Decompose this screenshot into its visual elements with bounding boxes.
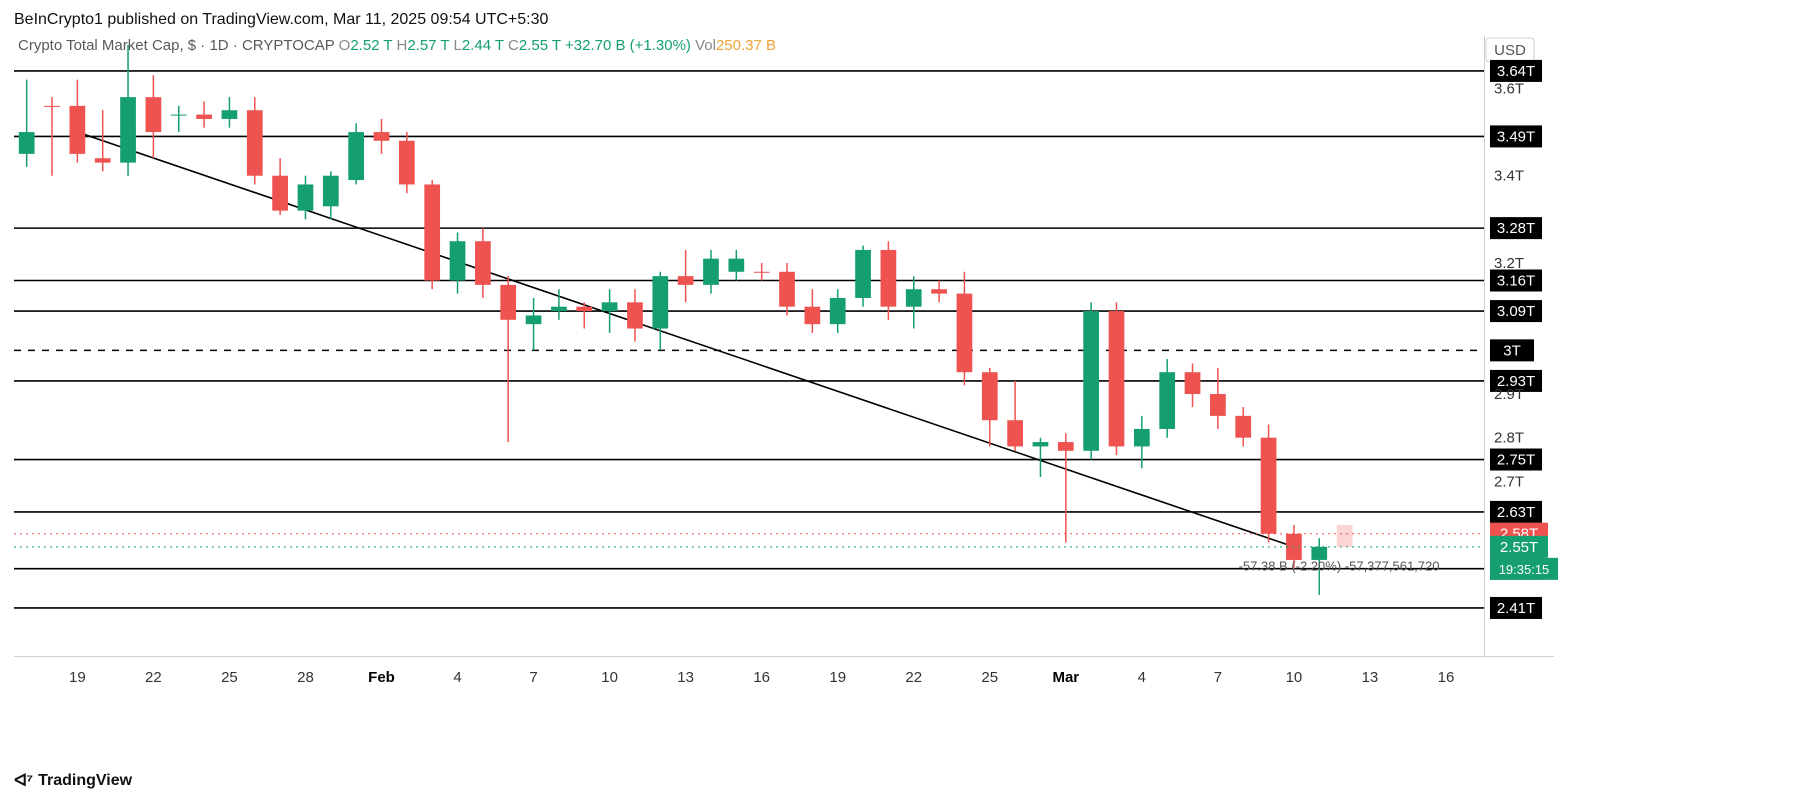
candle-body[interactable]	[1109, 311, 1125, 446]
x-tick: 16	[753, 669, 770, 686]
x-tick: 16	[1438, 669, 1455, 686]
axes: 19 22 25 28 Feb 4 7 10 13 16 19 22 25 Mar 4 7 10 13 16	[14, 36, 1554, 686]
candle-body[interactable]	[1235, 416, 1251, 438]
candle-body[interactable]	[348, 132, 364, 180]
current-price-label: 2.55T	[1500, 539, 1538, 556]
x-tick: 25	[221, 669, 238, 686]
y-tick: 3.4T	[1494, 168, 1524, 185]
candle-body[interactable]	[1033, 442, 1049, 446]
candle-body[interactable]	[881, 250, 897, 307]
h-level-label: 3.64T	[1497, 63, 1535, 80]
candle-body[interactable]	[500, 285, 516, 320]
candle-body[interactable]	[323, 176, 339, 207]
candle-body[interactable]	[1210, 394, 1226, 416]
candle-body[interactable]	[855, 250, 871, 298]
candle-body[interactable]	[1083, 311, 1099, 451]
x-tick: 7	[1214, 669, 1222, 686]
candle-body[interactable]	[576, 307, 592, 311]
candle-body[interactable]	[171, 115, 187, 116]
candle-body[interactable]	[728, 259, 744, 272]
x-tick: 10	[1286, 669, 1303, 686]
change-text: -57.38 B (-2.20%) -57,377,561,720	[1239, 559, 1440, 574]
candle-body[interactable]	[627, 302, 643, 328]
currency-label: USD	[1494, 42, 1526, 59]
y-tick: 3.6T	[1494, 80, 1524, 97]
x-tick: 19	[69, 669, 86, 686]
x-tick: 4	[453, 669, 461, 686]
candle-body[interactable]	[1185, 372, 1201, 394]
candle-body[interactable]	[1058, 442, 1074, 451]
x-tick: 13	[677, 669, 694, 686]
candle-body[interactable]	[830, 298, 846, 324]
x-tick: 25	[981, 669, 998, 686]
candle-body[interactable]	[678, 276, 694, 285]
candle-body[interactable]	[374, 132, 390, 141]
candle-body[interactable]	[196, 115, 212, 119]
h-level-label: 3.28T	[1497, 220, 1535, 237]
candle-body[interactable]	[551, 307, 567, 311]
candle-body[interactable]	[222, 110, 238, 119]
candle-body[interactable]	[652, 276, 668, 328]
candle-body[interactable]	[526, 315, 542, 324]
level-labels: 3.64T3.49T3.28T3.16T3.09T2.93T2.75T2.63T…	[1490, 60, 1558, 619]
candle-body[interactable]	[957, 294, 973, 373]
candle-body[interactable]	[1007, 420, 1023, 446]
candle-body[interactable]	[399, 141, 415, 185]
y-tick: 3.2T	[1494, 255, 1524, 272]
candle-body[interactable]	[70, 106, 86, 154]
x-tick: 22	[145, 669, 162, 686]
x-tick: 22	[905, 669, 922, 686]
y-tick: 2.9T	[1494, 386, 1524, 403]
candle-body[interactable]	[95, 158, 111, 162]
y-tick: 2.7T	[1494, 473, 1524, 490]
chart-svg[interactable]: BeInCrypto1 published on TradingView.com…	[0, 0, 1804, 803]
candle-body[interactable]	[44, 106, 60, 107]
h-level-label: 2.75T	[1497, 452, 1535, 469]
footer-brand-text: TradingView	[38, 772, 132, 790]
h-level-label: 2.41T	[1497, 600, 1535, 617]
h-level-label: 3.09T	[1497, 303, 1535, 320]
ghost-candle	[1337, 525, 1353, 547]
candle-body[interactable]	[19, 132, 35, 154]
x-tick: 4	[1138, 669, 1146, 686]
chart-root: BeInCrypto1 published on TradingView.com…	[0, 0, 1804, 803]
h-level-label: 3.49T	[1497, 128, 1535, 145]
candle-body[interactable]	[703, 259, 719, 285]
x-tick: 28	[297, 669, 314, 686]
candle-body[interactable]	[754, 272, 770, 273]
svg-text:Crypto Total Market Cap, $ · 1: Crypto Total Market Cap, $ · 1D · CRYPTO…	[18, 37, 776, 54]
h-level-label: 3T	[1503, 342, 1521, 359]
candle-body[interactable]	[1159, 372, 1175, 429]
candle-body[interactable]	[272, 176, 288, 211]
candle-body[interactable]	[475, 241, 491, 285]
candle-body[interactable]	[146, 97, 162, 132]
candle-body[interactable]	[298, 184, 314, 210]
candle-body[interactable]	[450, 241, 466, 280]
footer-brand: ᐊ⁷ TradingView	[14, 771, 132, 791]
y-tick: 2.8T	[1494, 430, 1524, 447]
publish-info: BeInCrypto1 published on TradingView.com…	[14, 11, 549, 28]
candle-body[interactable]	[120, 97, 136, 162]
countdown-label: 19:35:15	[1499, 562, 1550, 577]
candle-body[interactable]	[1134, 429, 1150, 446]
x-tick: Feb	[368, 669, 395, 686]
x-tick: 7	[529, 669, 537, 686]
candle-body[interactable]	[805, 307, 821, 324]
x-tick: 19	[829, 669, 846, 686]
legend: Crypto Total Market Cap, $ · 1D · CRYPTO…	[18, 37, 776, 54]
candle-body[interactable]	[602, 302, 618, 311]
x-tick: 10	[601, 669, 618, 686]
x-tick: 13	[1362, 669, 1379, 686]
candle-body[interactable]	[424, 184, 440, 280]
candle-body[interactable]	[779, 272, 795, 307]
x-tick: Mar	[1052, 669, 1079, 686]
candle-body[interactable]	[931, 289, 947, 293]
h-level-label: 3.16T	[1497, 273, 1535, 290]
tradingview-icon: ᐊ⁷	[14, 771, 32, 791]
candle-body[interactable]	[247, 110, 263, 175]
candle-body[interactable]	[1261, 438, 1277, 534]
candle-body[interactable]	[906, 289, 922, 306]
candle-body[interactable]	[982, 372, 998, 420]
h-level-label: 2.63T	[1497, 504, 1535, 521]
